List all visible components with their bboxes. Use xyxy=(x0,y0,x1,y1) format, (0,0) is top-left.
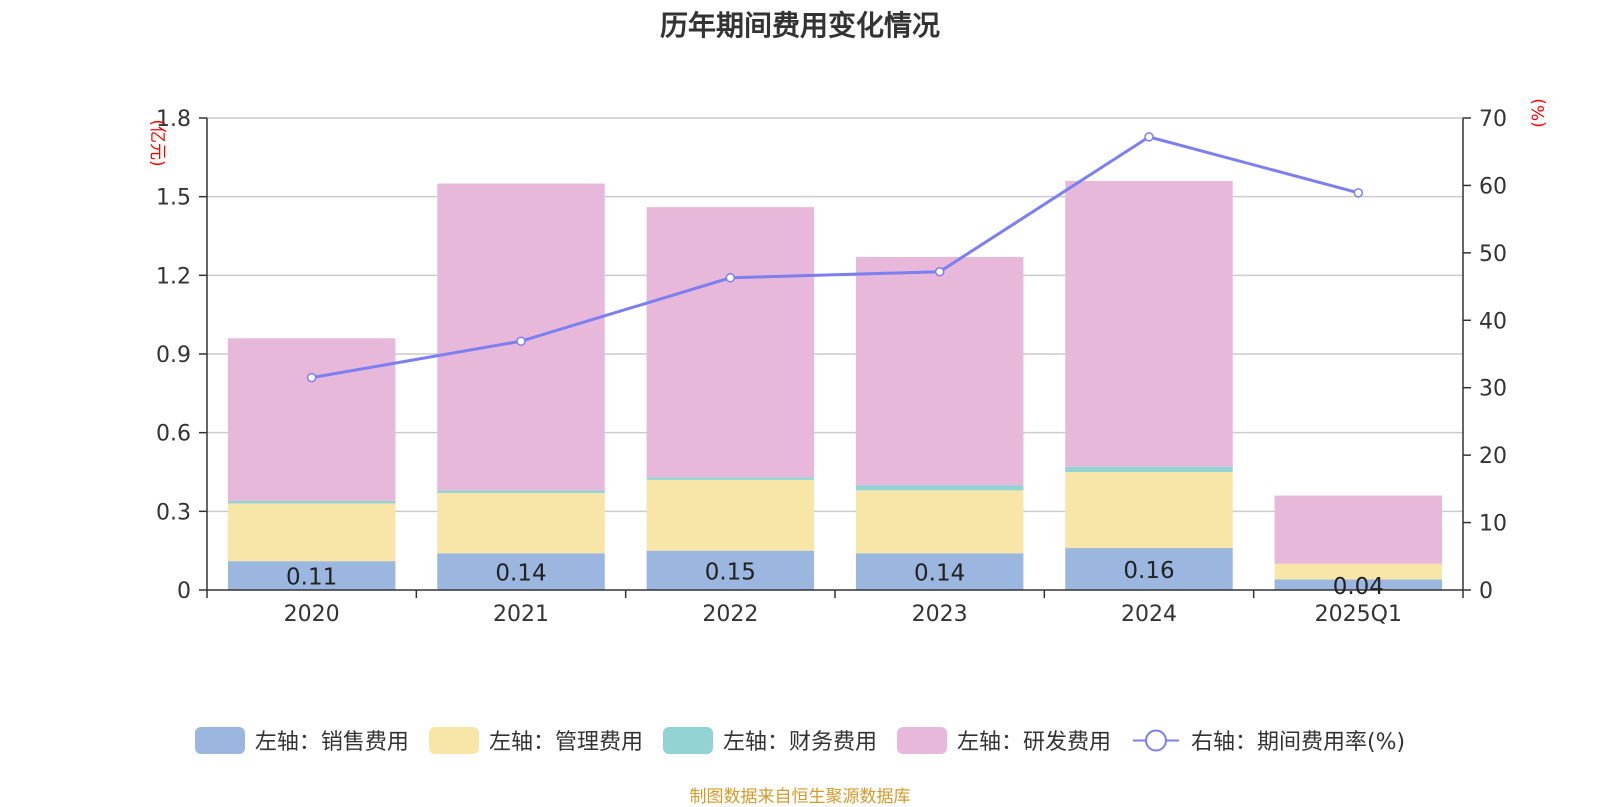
legend-label: 左轴：管理费用 xyxy=(488,730,643,755)
data-label: 0.15 xyxy=(705,559,756,585)
bar-segment xyxy=(437,553,605,590)
right-tick-label: 10 xyxy=(1479,512,1507,537)
legend-item[interactable]: 右轴：期间费用率(%) xyxy=(1131,724,1405,756)
data-label: 0.14 xyxy=(914,561,965,587)
right-tick-label: 60 xyxy=(1479,174,1507,199)
bar-segment xyxy=(855,553,1024,590)
rate-line-path xyxy=(311,135,1359,380)
data-label: 0.04 xyxy=(1333,574,1384,600)
data-label: 0.14 xyxy=(495,561,546,587)
left-tick-label: 1.2 xyxy=(156,264,191,289)
left-tick-label: 0 xyxy=(177,579,191,604)
bar-segment xyxy=(1274,495,1443,564)
bar-segment xyxy=(1274,579,1443,590)
source-note: 制图数据来自恒生聚源数据库 xyxy=(689,787,911,807)
right-tick-label: 0 xyxy=(1479,579,1493,604)
legend-item[interactable]: 左轴：管理费用 xyxy=(428,724,643,756)
data-labels: 0.11 0.14 0.15 0.14 0.16 0.04 xyxy=(286,558,1384,600)
bar-segment xyxy=(646,479,815,551)
legend-swatch xyxy=(662,726,713,754)
bar-segment xyxy=(227,561,396,590)
right-tick-label: 20 xyxy=(1479,444,1507,469)
rate-point xyxy=(516,336,526,346)
bar-segment xyxy=(646,550,815,590)
rate-point xyxy=(725,273,736,283)
bar-segment xyxy=(646,477,815,480)
right-axis-unit: (%) xyxy=(1529,98,1549,127)
legend-item[interactable]: 左轴：销售费用 xyxy=(194,724,409,756)
data-label: 0.16 xyxy=(1123,558,1174,584)
rate-point xyxy=(934,266,945,277)
x-tick-label: 2022 xyxy=(702,602,758,627)
left-tick-label: 0.9 xyxy=(156,343,191,368)
bar-segment xyxy=(437,492,605,554)
chart-canvas: 0 0.3 0.6 0.9 1.2 1.5 1.8 0 10 20 30 40 50 60 70 (亿元) (%… xyxy=(147,98,1549,627)
x-tick-label: 2021 xyxy=(493,602,549,627)
bar-segment xyxy=(1065,548,1233,590)
bar-segment xyxy=(1274,563,1443,580)
x-tick-label: 2020 xyxy=(284,602,340,627)
axes: 0 0.3 0.6 0.9 1.2 1.5 1.8 0 10 20 30 40 50 60 70 (亿元) (%… xyxy=(147,98,1549,627)
legend-item[interactable]: 左轴：研发费用 xyxy=(896,724,1111,756)
bar-segment xyxy=(646,207,815,478)
legend-swatch xyxy=(428,726,479,754)
legend-label: 右轴：期间费用率(%) xyxy=(1190,730,1406,755)
left-tick-label: 0.6 xyxy=(156,422,191,447)
bar-segment xyxy=(855,490,1024,554)
rate-point xyxy=(1144,132,1154,142)
legend-swatch xyxy=(896,726,947,754)
bar-segment xyxy=(1065,466,1233,472)
chart-title: 历年期间费用变化情况 xyxy=(659,9,940,42)
left-tick-label: 1.5 xyxy=(156,186,191,211)
left-tick-label: 1.8 xyxy=(156,107,191,132)
rate-line xyxy=(306,132,1364,383)
bar-segment xyxy=(227,503,396,562)
bar-segment xyxy=(855,256,1024,486)
bar-segment xyxy=(1065,180,1233,467)
data-label: 0.11 xyxy=(286,565,337,591)
legend-item[interactable]: 左轴：财务费用 xyxy=(662,724,877,756)
rate-point xyxy=(306,372,317,383)
legend-label: 左轴：财务费用 xyxy=(722,730,877,755)
bar-segment xyxy=(437,490,605,493)
right-tick-label: 50 xyxy=(1479,242,1507,267)
bar-segment xyxy=(1065,472,1233,549)
left-axis-unit: (亿元) xyxy=(147,119,167,166)
legend-label: 左轴：研发费用 xyxy=(956,730,1111,755)
bar-segment xyxy=(227,500,396,504)
right-tick-label: 70 xyxy=(1479,107,1507,132)
x-tick-label: 2023 xyxy=(912,602,968,627)
x-tick-label: 2025Q1 xyxy=(1315,602,1402,627)
right-tick-label: 40 xyxy=(1479,309,1507,334)
right-tick-label: 30 xyxy=(1479,377,1507,402)
left-tick-label: 0.3 xyxy=(156,500,191,525)
bar-segment xyxy=(855,485,1024,491)
rate-point xyxy=(1353,188,1364,198)
bars xyxy=(227,180,1443,590)
legend-swatch xyxy=(194,726,245,754)
legend-label: 左轴：销售费用 xyxy=(254,730,409,755)
legend-line-swatch xyxy=(1132,729,1179,751)
x-tick-label: 2024 xyxy=(1121,602,1177,627)
legend: 左轴：销售费用 左轴：管理费用 左轴：财务费用 左轴：研发费用 右轴：期间费用率(%) xyxy=(0,720,1600,760)
bar-segment xyxy=(227,338,396,501)
